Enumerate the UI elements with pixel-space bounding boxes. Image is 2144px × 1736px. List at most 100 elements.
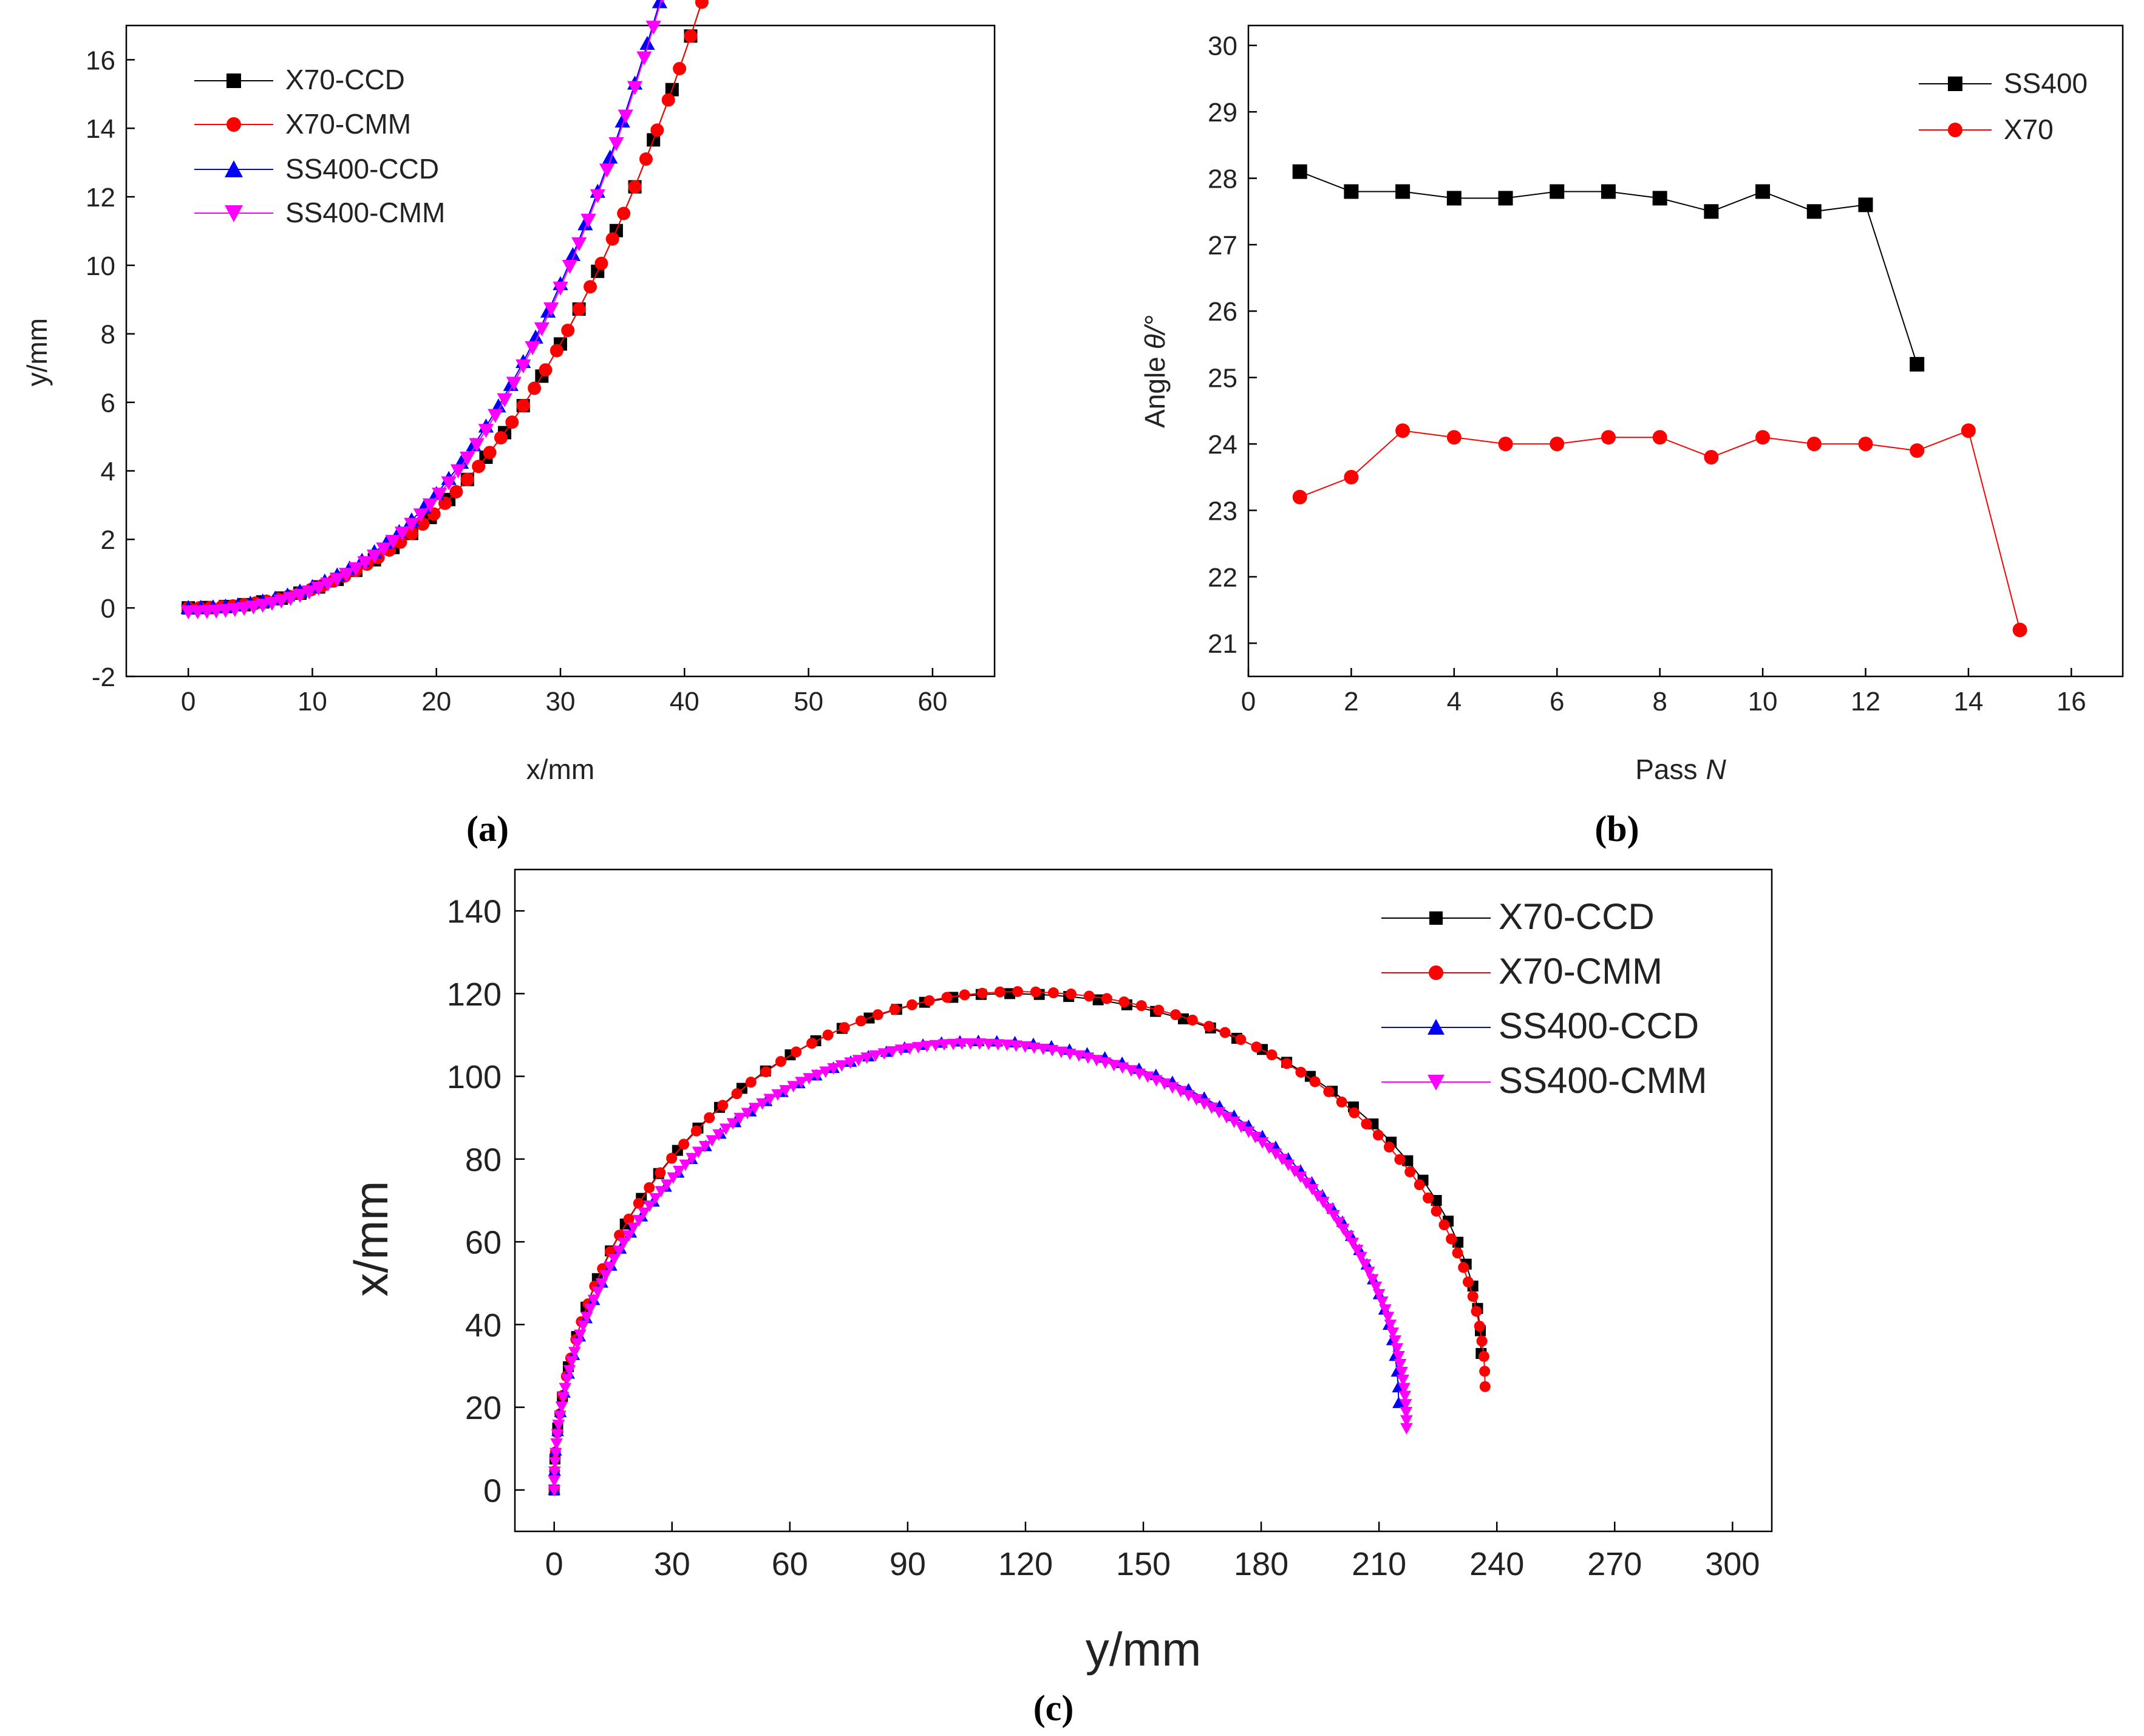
x-tick-label: 2 — [1344, 687, 1358, 717]
data-point-ss400-cmm — [779, 1085, 792, 1097]
data-point-x70-cmm — [941, 992, 953, 1003]
data-point-x70-cmm — [472, 460, 486, 474]
data-point-ss400-cmm — [852, 1055, 865, 1067]
data-point-x70-cmm — [655, 1167, 666, 1179]
data-point-ss400-cmm — [413, 508, 429, 523]
data-point-ss400-cmm — [955, 1038, 968, 1050]
data-point-x70 — [1550, 437, 1565, 452]
data-point-ss400-cmm — [1372, 1288, 1386, 1301]
legend-label-ss400-cmm: SS400-CMM — [1499, 1060, 1707, 1101]
data-point-ss400-cmm — [698, 1140, 712, 1152]
x-tick-label: 8 — [1652, 687, 1667, 717]
panel-b-x-axis-title-symbol: N — [1706, 754, 1727, 785]
data-point-ss400 — [1601, 184, 1616, 199]
legend-marker-triangle-down-icon — [225, 205, 243, 222]
y-tick-label: 8 — [101, 320, 115, 350]
data-point-x70-cmm — [1438, 1219, 1450, 1231]
data-point-x70-cmm — [976, 987, 988, 999]
data-point-ss400-cmm — [608, 1253, 621, 1265]
legend-label-ss400-cmm: SS400-CMM — [285, 197, 445, 228]
y-tick-label: 60 — [465, 1225, 502, 1261]
data-point-ss400-cmm — [649, 1193, 662, 1205]
data-point-ss400-cmm — [245, 600, 262, 615]
y-tick-label: 120 — [447, 976, 502, 1013]
x-tick-label: 50 — [794, 687, 823, 717]
data-point-ss400-ccd — [1392, 1381, 1405, 1393]
data-point-ss400-cmm — [655, 1186, 667, 1198]
data-point-ss400-cmm — [947, 1038, 960, 1050]
y-tick-label: 28 — [1208, 164, 1237, 194]
data-point-x70-cmm — [760, 1066, 772, 1078]
data-point-ss400-cmm — [1063, 1049, 1077, 1060]
data-point-x70 — [1292, 489, 1307, 505]
data-point-ss400-ccd — [1392, 1397, 1405, 1408]
data-point-ss400-cmm — [929, 1040, 942, 1052]
y-tick-label: 30 — [1208, 32, 1237, 61]
data-point-ss400-cmm — [869, 1050, 882, 1062]
x-tick-label: 150 — [1116, 1546, 1171, 1582]
data-point-ss400-cmm — [1316, 1196, 1330, 1208]
data-point-x70-cmm — [1478, 1350, 1489, 1362]
data-point-ss400-cmm — [1269, 1148, 1282, 1160]
data-point-ss400-cmm — [692, 1146, 705, 1159]
panel-a-y-axis-title: y/mm — [21, 318, 53, 386]
data-point-x70-cmm — [1476, 1335, 1488, 1347]
data-point-ss400-cmm — [590, 189, 605, 203]
data-point-ss400-cmm — [1362, 1267, 1375, 1278]
data-point-ss400-cmm — [706, 1135, 719, 1147]
y-tick-label: 22 — [1208, 563, 1237, 593]
data-point-x70-cmm — [791, 1046, 802, 1058]
data-point-ss400-cmm — [679, 1159, 692, 1171]
panel-b-y-axis-title: Angle θ/° — [1139, 315, 1171, 428]
data-point-ss400-cmm — [1213, 1107, 1226, 1119]
data-point-ss400-cmm — [1197, 1098, 1211, 1110]
data-point-x70-cmm — [1414, 1179, 1425, 1191]
data-point-x70 — [1755, 430, 1771, 445]
data-point-ss400-cmm — [1174, 1086, 1187, 1098]
data-point-ss400-cmm — [310, 582, 327, 596]
data-point-ss400-cmm — [292, 588, 308, 603]
data-point-ss400-cmm — [1394, 1358, 1407, 1370]
data-point-x70 — [1704, 450, 1719, 465]
series-ss400 — [1292, 164, 1925, 372]
data-point-x70-cmm — [1323, 1086, 1335, 1097]
data-point-ss400-cmm — [903, 1043, 916, 1055]
data-point-x70-cmm — [1372, 1129, 1384, 1141]
data-point-x70-cmm — [839, 1022, 850, 1033]
series-ss400-cmm — [180, 0, 665, 619]
data-point-x70-cmm — [1281, 1058, 1293, 1069]
data-point-ss400-cmm — [661, 0, 665, 3]
data-point-ss400-cmm — [1358, 1259, 1372, 1271]
legend-item-x70-cmm: X70-CMM — [1381, 951, 1662, 992]
data-point-x70-cmm — [494, 431, 508, 444]
data-point-ss400-cmm — [643, 1200, 656, 1212]
legend-marker-circle-icon — [226, 117, 241, 132]
y-tick-label: 10 — [86, 251, 115, 281]
data-point-ss400-cmm — [1311, 1190, 1324, 1202]
data-point-x70-cmm — [1203, 1021, 1215, 1032]
legend-label-x70: X70 — [2004, 114, 2054, 145]
data-point-ss400-cmm — [571, 1338, 584, 1350]
x-tick-label: 16 — [2057, 687, 2086, 717]
x-tick-label: 300 — [1705, 1546, 1760, 1582]
y-tick-label: 23 — [1208, 496, 1237, 526]
data-point-x70-cmm — [745, 1077, 757, 1088]
data-point-ss400-cmm — [1336, 1224, 1350, 1236]
data-point-x70-ccd — [1431, 1195, 1442, 1206]
data-point-ss400-cmm — [580, 1312, 593, 1324]
legend-item-x70: X70 — [1919, 114, 2054, 145]
y-tick-label: 24 — [1208, 430, 1237, 460]
data-point-x70 — [1601, 430, 1616, 445]
data-point-ss400-cmm — [591, 1286, 604, 1298]
legend-marker-square-icon — [1948, 77, 1962, 91]
data-point-ss400-cmm — [763, 1094, 777, 1106]
data-point-ss400-cmm — [617, 1237, 630, 1250]
data-point-x70-cmm — [1479, 1366, 1491, 1377]
y-tick-label: 100 — [447, 1059, 502, 1095]
data-point-ss400-cmm — [580, 213, 596, 228]
data-point-ss400-cmm — [886, 1046, 899, 1058]
data-point-x70 — [1498, 437, 1513, 452]
y-tick-label: 27 — [1208, 231, 1237, 260]
